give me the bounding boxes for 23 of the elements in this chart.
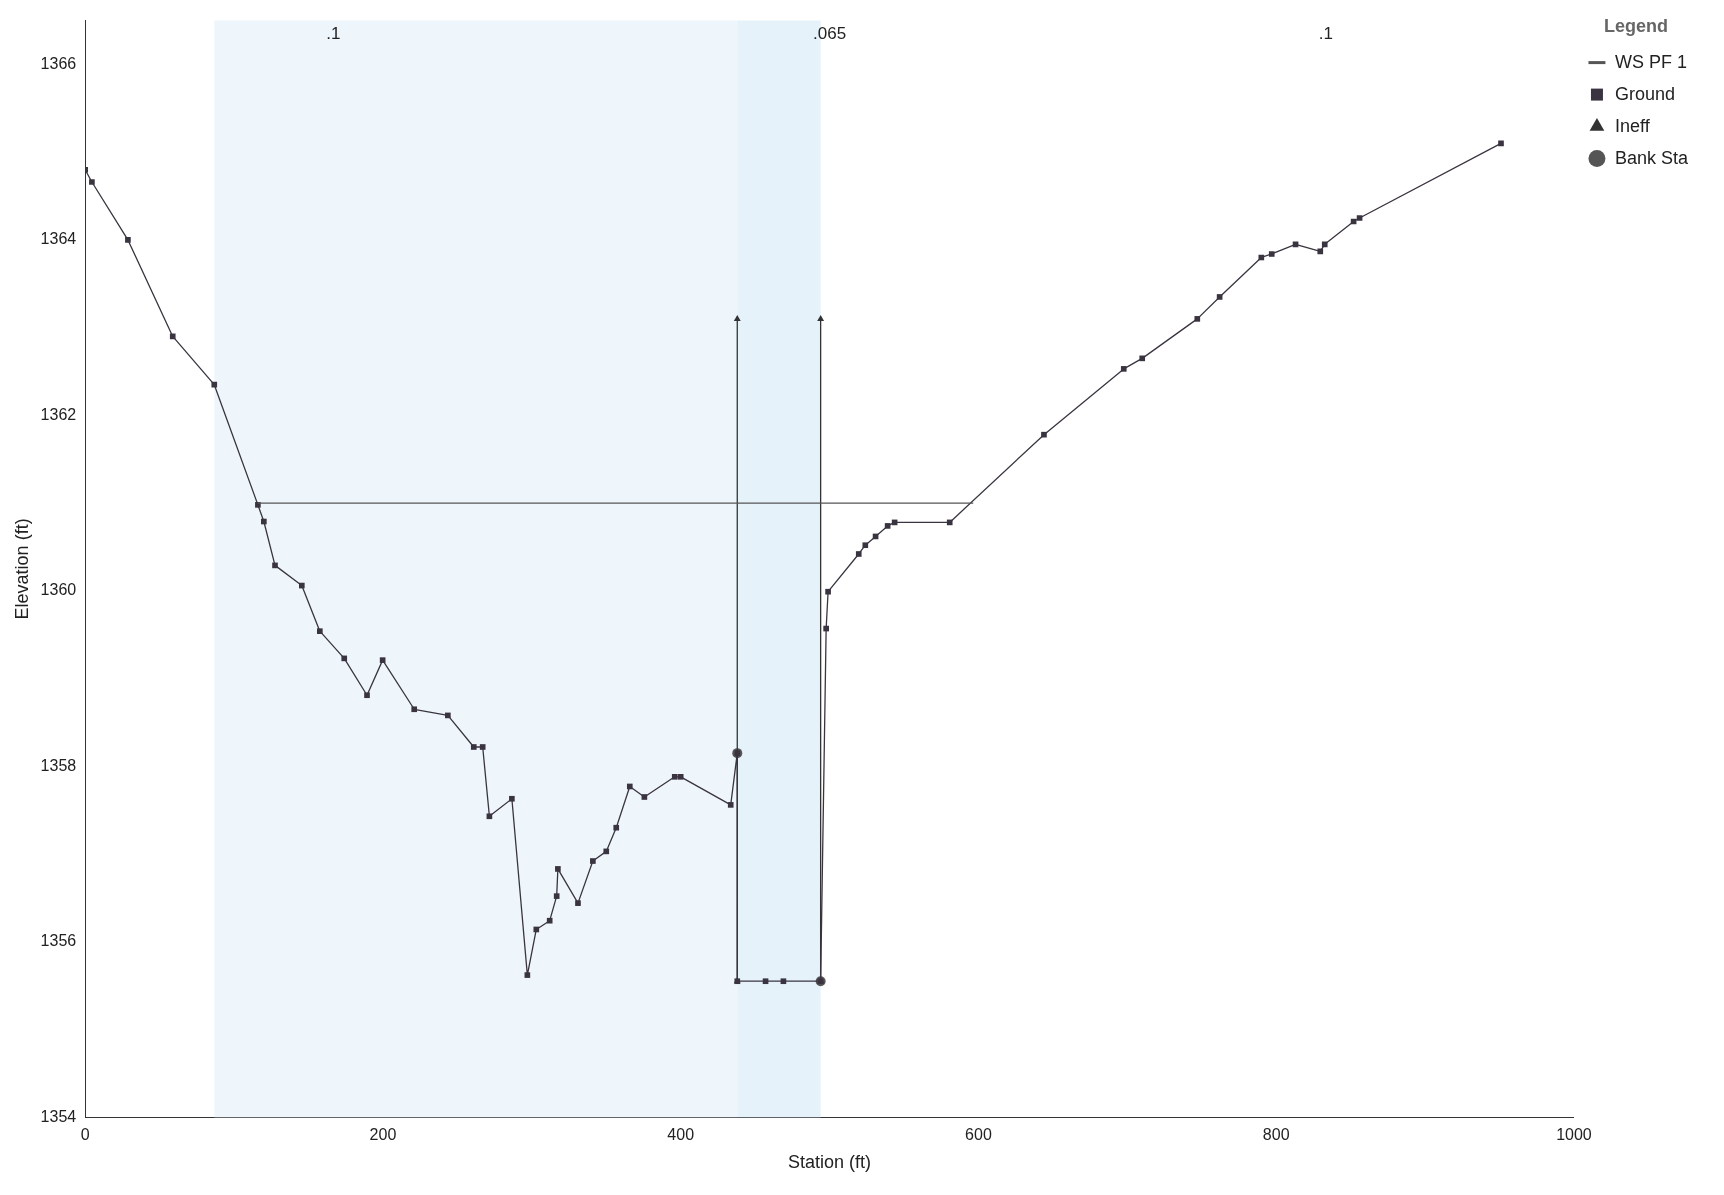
x-tick-label: 400 — [667, 1126, 695, 1144]
y-axis-title: Elevation (ft) — [11, 518, 32, 620]
annotation: .1 — [1318, 24, 1333, 44]
x-axis-title: Station (ft) — [788, 1152, 872, 1173]
x-tick-label: 200 — [369, 1126, 397, 1144]
x-tick-label: 0 — [80, 1126, 90, 1144]
legend-title: Legend — [1603, 15, 1668, 36]
y-tick-label: 1356 — [40, 932, 77, 950]
legend-label: Bank Sta — [1614, 147, 1689, 168]
x-tick-label: 600 — [965, 1126, 992, 1144]
legend-label: Ineff — [1614, 115, 1651, 136]
legend-label: WS PF 1 — [1614, 51, 1687, 72]
x-tick-label: 1000 — [1556, 1126, 1592, 1144]
y-tick-label: 1358 — [40, 756, 77, 774]
y-tick-label: 1362 — [40, 405, 77, 423]
y-tick-label: 1354 — [40, 1107, 77, 1125]
x-tick-label: 800 — [1262, 1126, 1290, 1144]
annotation: .065 — [813, 24, 847, 44]
legend-label: Ground — [1614, 83, 1675, 104]
y-tick-label: 1364 — [40, 230, 77, 248]
annotation: .1 — [326, 24, 341, 44]
y-tick-label: 1360 — [40, 581, 77, 599]
y-tick-label: 1366 — [40, 54, 77, 72]
